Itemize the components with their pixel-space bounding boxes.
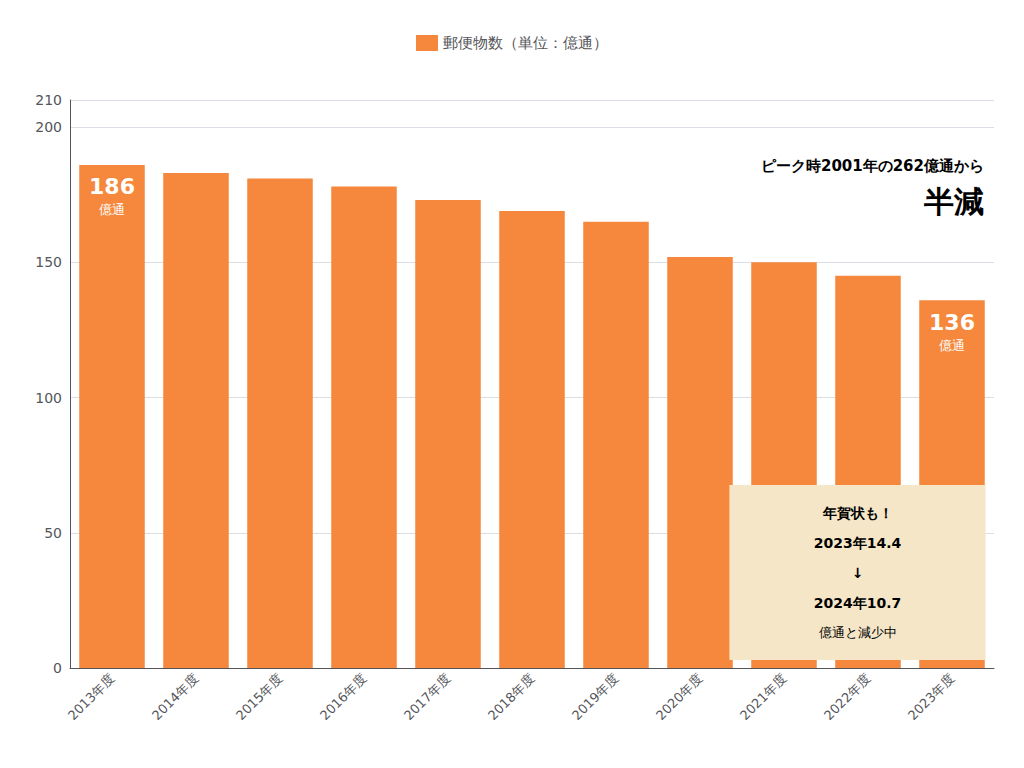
svg-text:2018年度: 2018年度 bbox=[485, 671, 537, 723]
svg-text:2020年度: 2020年度 bbox=[653, 671, 705, 723]
svg-text:2017年度: 2017年度 bbox=[401, 671, 453, 723]
svg-text:↓: ↓ bbox=[852, 565, 864, 581]
svg-text:億通から: 億通から bbox=[923, 157, 984, 175]
svg-text:10.7: 10.7 bbox=[867, 595, 902, 611]
svg-text:2015年度: 2015年度 bbox=[233, 671, 285, 723]
svg-text:2016年度: 2016年度 bbox=[317, 671, 369, 723]
svg-text:2023年: 2023年 bbox=[814, 535, 867, 551]
svg-text:14.4: 14.4 bbox=[867, 535, 902, 551]
svg-text:半減: 半減 bbox=[923, 184, 984, 219]
svg-text:150: 150 bbox=[35, 254, 62, 270]
svg-text:50: 50 bbox=[44, 525, 62, 541]
svg-text:2023年度: 2023年度 bbox=[905, 671, 957, 723]
svg-text:年賀状も！: 年賀状も！ bbox=[822, 505, 893, 521]
svg-text:郵便物数（単位：億通）: 郵便物数（単位：億通） bbox=[443, 34, 608, 52]
svg-text:262: 262 bbox=[893, 157, 924, 175]
svg-text:210: 210 bbox=[35, 92, 62, 108]
svg-text:億通: 億通 bbox=[939, 338, 965, 353]
svg-text:136: 136 bbox=[929, 310, 975, 335]
svg-text:2024年: 2024年 bbox=[814, 595, 867, 611]
svg-text:2021年度: 2021年度 bbox=[737, 671, 789, 723]
svg-text:100: 100 bbox=[35, 390, 62, 406]
svg-text:2014年度: 2014年度 bbox=[149, 671, 201, 723]
svg-text:億通: 億通 bbox=[99, 202, 125, 217]
svg-text:ピーク時2001年の: ピーク時2001年の bbox=[761, 157, 893, 175]
svg-text:億通と減少中: 億通と減少中 bbox=[819, 625, 897, 640]
svg-text:186: 186 bbox=[89, 174, 135, 199]
svg-text:2013年度: 2013年度 bbox=[65, 671, 117, 723]
svg-text:2019年度: 2019年度 bbox=[569, 671, 621, 723]
svg-text:2022年度: 2022年度 bbox=[821, 671, 873, 723]
svg-text:0: 0 bbox=[53, 660, 62, 676]
svg-text:200: 200 bbox=[35, 119, 62, 135]
